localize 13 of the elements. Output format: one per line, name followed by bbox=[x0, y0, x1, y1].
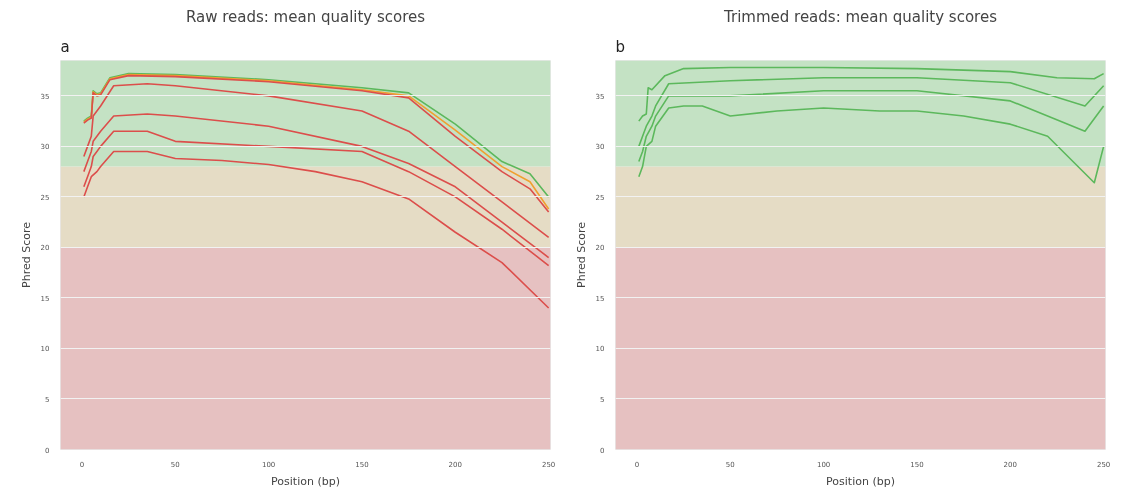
line-series bbox=[83, 130, 550, 267]
x-axis-title: Position (bp) bbox=[271, 474, 340, 488]
y-axis-title: Phred Score bbox=[19, 221, 33, 288]
line-series bbox=[638, 76, 1105, 148]
chart-title: Raw reads: mean quality scores bbox=[185, 7, 426, 26]
line-series bbox=[83, 150, 550, 309]
text: a bbox=[60, 37, 70, 56]
text: b bbox=[615, 37, 626, 56]
x-axis-title: Position (bp) bbox=[826, 474, 895, 488]
line-series bbox=[83, 113, 550, 259]
y-axis-title: Phred Score bbox=[574, 221, 588, 288]
line-series bbox=[638, 66, 1105, 122]
chart-title: Trimmed reads: mean quality scores bbox=[723, 7, 998, 26]
